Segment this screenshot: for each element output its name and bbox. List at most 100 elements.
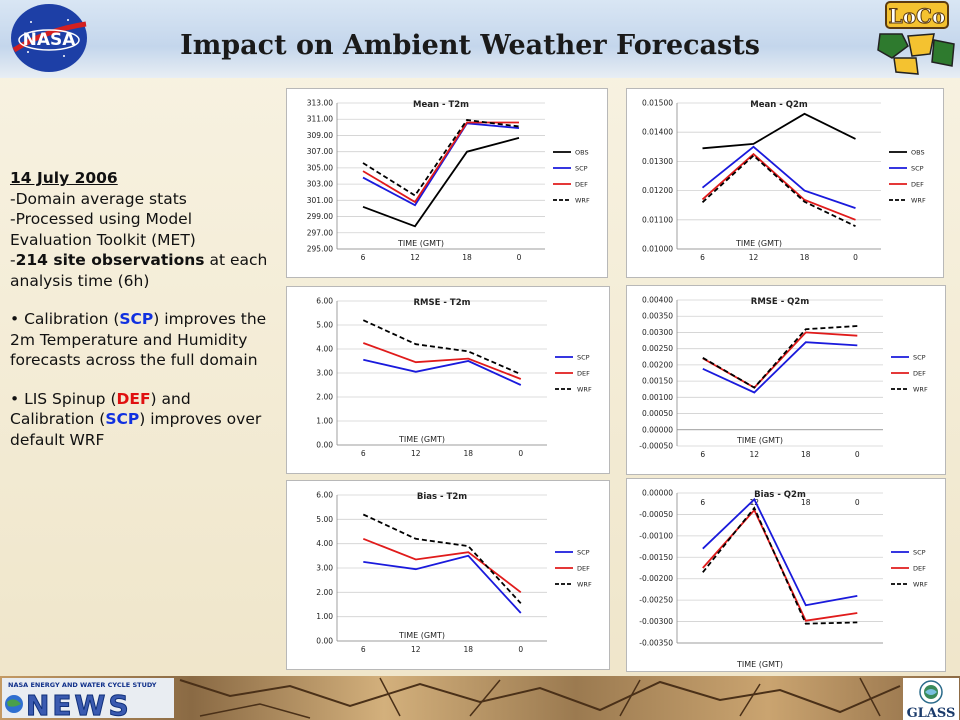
x-tick-label: 6 [361,449,366,458]
y-tick-label: 0.01400 [642,128,673,137]
y-tick-label: 0.00350 [642,312,673,321]
x-axis-label: TIME (GMT) [398,631,445,640]
y-tick-label: -0.00050 [639,510,673,519]
chart-rmse-t2m: 0.00 1.00 2.00 3.00 4.00 5.00 6.00 6 12 18 0 RMSE -… [316,297,592,459]
y-tick-label: 307.00 [307,147,333,156]
bullet-2-pre: • LIS Spinup ( [10,389,117,408]
x-tick-label: 0 [517,253,522,262]
series-line-def [362,537,522,594]
x-tick-label: 12 [749,498,759,507]
legend-label-def: DEF [577,565,590,573]
chart-title: Bias - T2m [417,492,467,502]
notes-line-1: -Domain average stats [10,189,187,208]
chart-bias-t2m: 0.00 1.00 2.00 3.00 4.00 5.00 6.00 6 12 18 0 Bias -… [316,491,592,655]
legend-label-wrf: WRF [577,581,592,589]
series-line-wrf [362,513,522,604]
series-line-obs [362,137,520,228]
cracked-earth-decoration [179,677,901,719]
x-axis-label: TIME (GMT) [398,435,445,444]
legend-label-wrf: WRF [575,197,590,205]
series-line-obs [702,112,856,150]
chart-title: Mean - Q2m [750,100,808,110]
chart-title: Mean - T2m [413,100,469,110]
series-line-scp [363,358,522,386]
y-tick-label: 0.00400 [642,296,673,305]
x-axis-label: TIME (GMT) [736,660,783,669]
x-tick-label: 18 [801,450,811,459]
y-tick-label: -0.00250 [639,596,673,605]
legend-label-scp: SCP [913,549,926,557]
notes-date: 14 July 2006 [10,169,118,187]
chart-panel-rmse-t2m: 0.00 1.00 2.00 3.00 4.00 5.00 6.00 6 12 18 0 RMSE -… [286,286,610,474]
notes-line-3-suffix: at each analysis time (6h) [10,251,268,290]
series-line-scp [702,341,858,394]
y-tick-label: 0.00 [316,637,333,646]
notes-line-3-bold: 214 site observations [15,251,205,269]
nasa-logo: NASA [11,4,87,72]
y-tick-label: 0.01200 [642,186,673,195]
glass-logo-text: GLASS [907,706,956,720]
chart-bias-q2m: -0.00350 -0.00300 -0.00250 -0.00200 -0.00150… [639,489,928,670]
chart-title: Bias - Q2m [754,490,806,500]
y-tick-label: 3.00 [316,369,333,378]
series-line-wrf [702,506,858,625]
chart-panel-bias-q2m: -0.00350 -0.00300 -0.00250 -0.00200 -0.00150… [626,478,946,672]
chart-panel-mean-t2m: 295.00 297.00 299.00 301.00 303.00 305.00 307.… [286,88,608,278]
legend-label-obs: OBS [911,149,925,157]
x-tick-label: 12 [411,645,421,654]
x-tick-label: 12 [411,449,421,458]
legend-label-wrf: WRF [911,197,926,205]
x-tick-label: 6 [361,253,366,262]
notes-bullet-spinup: • LIS Spinup (DEF) and Calibration (SCP)… [10,389,275,451]
series-line-wrf [702,325,858,389]
x-tick-label: 0 [518,645,523,654]
x-tick-label: 18 [463,449,473,458]
x-tick-label: 0 [518,449,523,458]
x-axis-label: TIME (GMT) [736,436,783,445]
x-tick-label: 6 [700,498,705,507]
x-tick-label: 0 [855,498,860,507]
y-tick-label: 301.00 [307,196,333,205]
series-line-scp [362,122,520,207]
legend-label-def: DEF [911,181,924,189]
series-line-def [701,152,856,221]
y-tick-label: 0.00000 [642,489,673,498]
y-tick-label: 0.00150 [642,377,673,386]
news-logo-caption: NASA ENERGY AND WATER CYCLE STUDY [8,681,157,689]
y-tick-label: -0.00100 [639,531,673,540]
y-tick-label: 1.00 [316,612,333,621]
bullet-1-post: ) improves the 2m Temperature and Humidi… [10,310,267,369]
y-tick-label: -0.00200 [639,574,673,583]
news-logo-text: NEWS [26,689,132,718]
chart-panel-mean-q2m: 0.01000 0.01100 0.01200 0.01300 0.01400 0.015… [626,88,944,278]
x-tick-label: 6 [361,645,366,654]
legend-label-def: DEF [575,181,588,189]
y-tick-label: 0.00100 [642,393,673,402]
legend-label-scp: SCP [913,354,926,362]
x-tick-label: 12 [410,253,420,262]
y-tick-label: -0.00350 [639,639,673,648]
y-tick-label: 0.00250 [642,344,673,353]
y-tick-label: 309.00 [307,131,333,140]
y-tick-label: 0.00050 [642,409,673,418]
y-tick-label: 0.00200 [642,360,673,369]
y-tick-label: 2.00 [316,588,333,597]
x-tick-label: 0 [855,450,860,459]
legend-label-def: DEF [577,370,590,378]
bullet-1-scp: SCP [119,310,154,328]
y-tick-label: 6.00 [316,297,333,306]
y-tick-label: 305.00 [307,163,333,172]
y-tick-label: -0.00050 [639,442,673,451]
legend-label-wrf: WRF [913,386,928,394]
y-tick-label: 0.01100 [642,215,673,224]
glass-logo: GLASS [903,678,959,720]
y-tick-label: 4.00 [316,345,333,354]
y-tick-label: 313.00 [307,99,333,108]
notes-bullet-calibration: • Calibration (SCP) improves the 2m Temp… [10,309,275,371]
chart-rmse-q2m: -0.00050 0.00000 0.00050 0.00100 0.00150 0.00… [639,296,928,460]
legend-label-wrf: WRF [577,386,592,394]
series-line-def [702,331,858,389]
bullet-2-mid: ) and Calibration ( [10,389,191,429]
y-tick-label: -0.00150 [639,553,673,562]
series-line-wrf [362,319,522,376]
